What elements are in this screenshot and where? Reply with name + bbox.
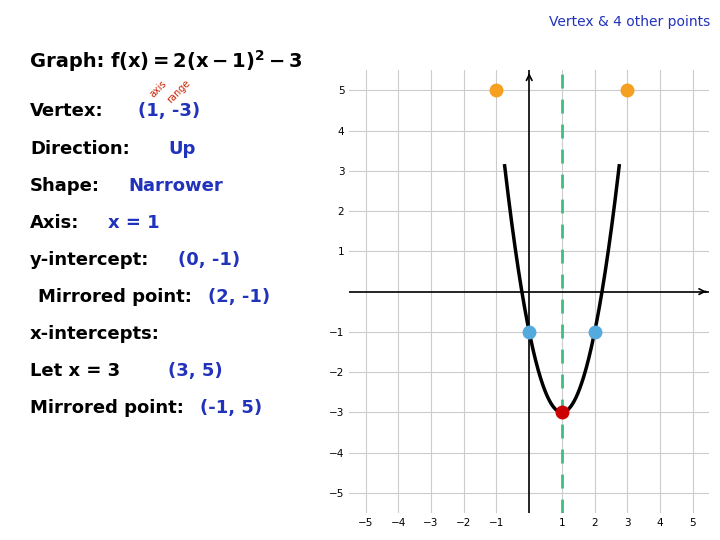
Text: Up: Up: [168, 140, 195, 158]
Text: Mirrored point:: Mirrored point:: [30, 399, 184, 417]
Text: axis: axis: [148, 78, 169, 99]
Text: Domain:: Domain:: [390, 445, 474, 463]
Text: [-3, ∞): [-3, ∞): [480, 482, 544, 500]
Text: Vertex & 4 other points: Vertex & 4 other points: [549, 15, 710, 29]
Text: $\mathbf{f(x) = 2(x-1)^2-3}$: $\mathbf{f(x) = 2(x-1)^2-3}$: [110, 48, 302, 73]
Text: (-1, 5): (-1, 5): [200, 399, 262, 417]
Text: (0, -1): (0, -1): [178, 251, 240, 269]
Text: x = 1: x = 1: [108, 214, 160, 232]
Text: Axis:: Axis:: [30, 214, 79, 232]
Text: (1, -3): (1, -3): [138, 102, 200, 120]
Text: Let x = 3: Let x = 3: [30, 362, 120, 380]
Text: Vertex:: Vertex:: [30, 102, 104, 120]
Text: (3, 5): (3, 5): [168, 362, 222, 380]
Text: Narrower: Narrower: [128, 177, 222, 195]
Text: (2, -1): (2, -1): [208, 288, 270, 306]
Text: (-∞, ∞): (-∞, ∞): [500, 445, 567, 463]
Text: Shape:: Shape:: [30, 177, 100, 195]
Text: range: range: [165, 78, 192, 105]
Text: Range:: Range:: [390, 482, 461, 500]
Text: Mirrored point:: Mirrored point:: [38, 288, 192, 306]
Text: Graph:: Graph:: [30, 52, 104, 71]
Text: y-intercept:: y-intercept:: [30, 251, 149, 269]
Text: Direction:: Direction:: [30, 140, 130, 158]
Text: x-intercepts:: x-intercepts:: [30, 325, 160, 343]
